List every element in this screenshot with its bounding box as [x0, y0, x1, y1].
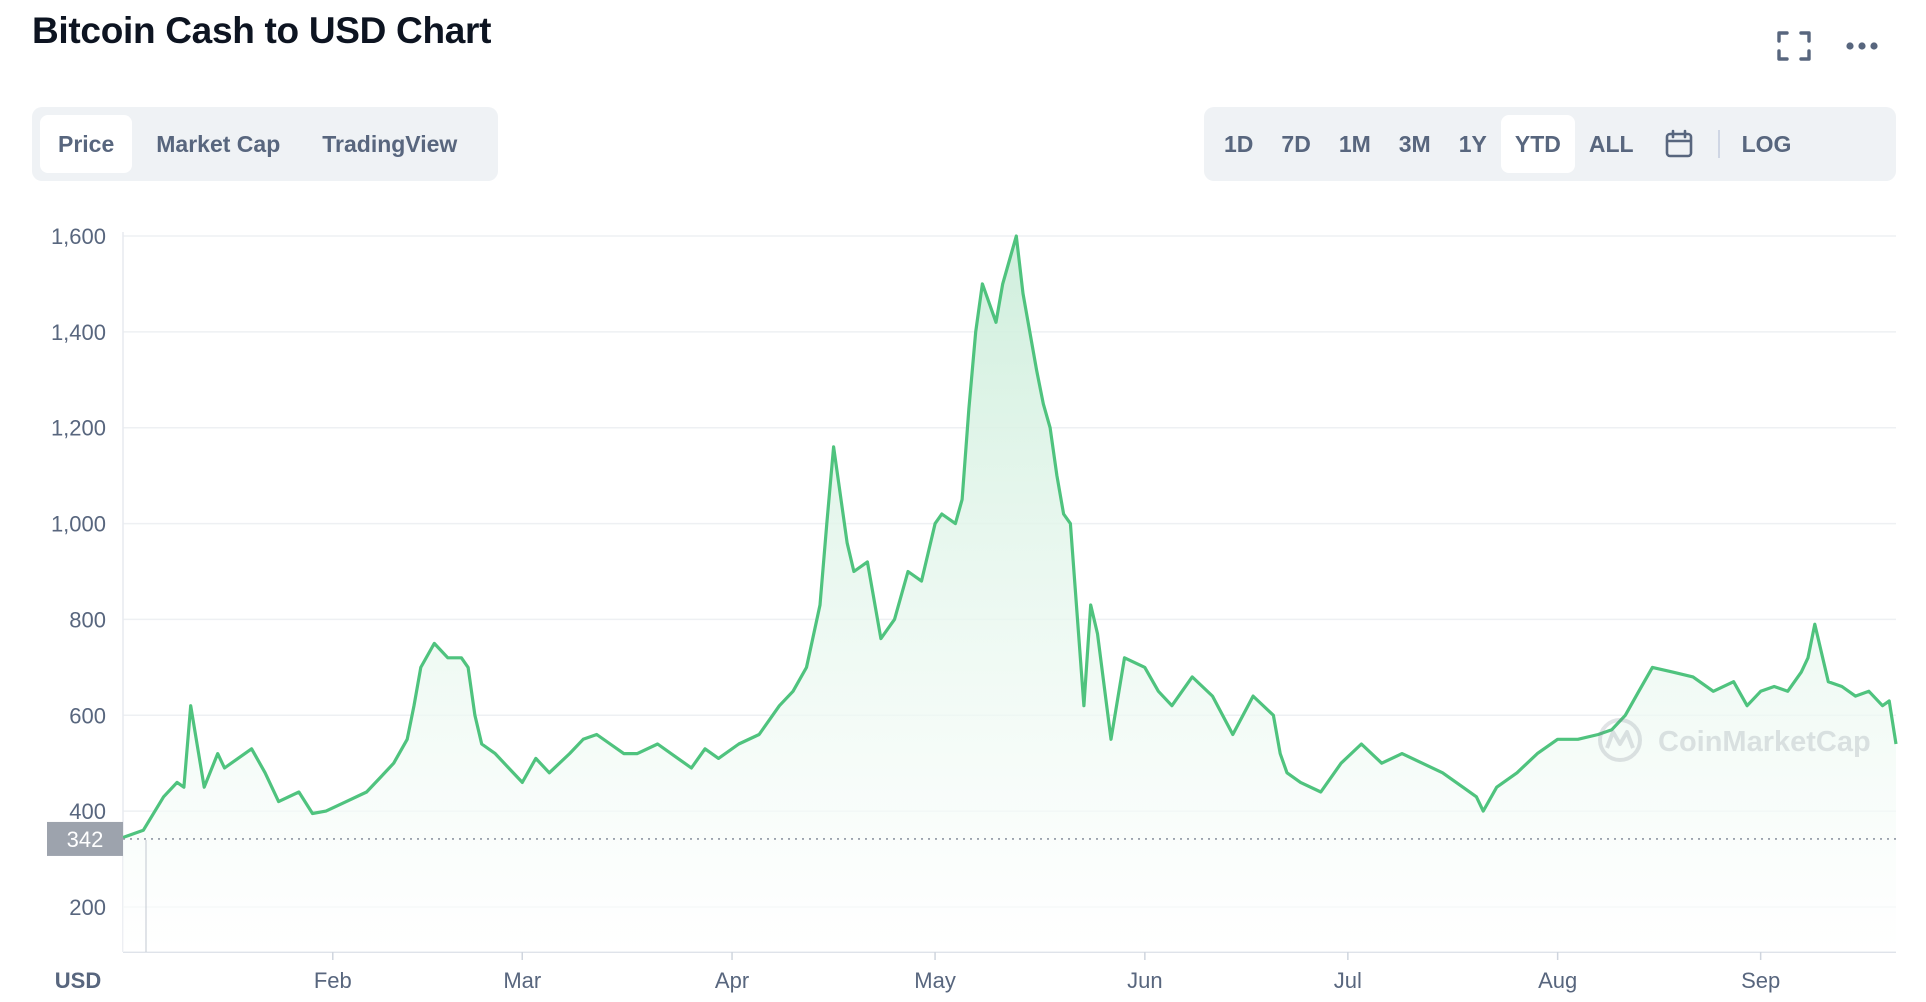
x-tick-label: Apr — [715, 968, 749, 993]
x-tick-label: Feb — [314, 968, 352, 993]
currency-label: USD — [55, 968, 101, 993]
fullscreen-icon — [1777, 31, 1811, 61]
page-title: Bitcoin Cash to USD Chart — [32, 10, 492, 51]
y-tick-label: 600 — [69, 703, 106, 728]
watermark-text: CoinMarketCap — [1658, 726, 1871, 758]
tab-price[interactable]: Price — [40, 115, 133, 173]
y-tick-label: 1,000 — [51, 512, 106, 537]
x-tick-label: Jun — [1127, 968, 1162, 993]
range-1m[interactable]: 1M — [1338, 130, 1371, 157]
reference-badge-label: 342 — [67, 827, 104, 852]
fullscreen-button[interactable] — [1770, 22, 1818, 70]
price-line — [122, 234, 1898, 840]
x-tick-label: Sep — [1741, 968, 1780, 993]
range-7d[interactable]: 7D — [1281, 130, 1311, 157]
calendar-button[interactable] — [1648, 115, 1710, 173]
y-tick-label: 1,600 — [51, 224, 106, 249]
more-options-button[interactable] — [1838, 22, 1886, 70]
y-tick-label: 1,200 — [51, 416, 106, 441]
range-3m[interactable]: 3M — [1398, 130, 1431, 157]
coinmarketcap-logo-icon — [1598, 718, 1642, 762]
y-tick-label: 1,400 — [51, 320, 106, 345]
price-area — [123, 236, 1896, 952]
reference-badge: 342 — [47, 821, 123, 856]
y-tick-label: 800 — [69, 607, 106, 632]
chart-type-tabs: Price Market Cap TradingView — [32, 107, 498, 181]
log-scale-toggle[interactable]: LOG — [1741, 130, 1792, 157]
watermark: CoinMarketCap — [1598, 718, 1871, 762]
calendar-icon — [1665, 129, 1692, 158]
time-range-selector: 1D 7D 1M 3M 1Y YTD ALL LOG — [1204, 107, 1896, 181]
tab-tradingview[interactable]: TradingView — [322, 130, 458, 157]
range-divider — [1717, 130, 1720, 158]
tab-market-cap[interactable]: Market Cap — [156, 130, 281, 157]
x-tick-label: Mar — [503, 968, 541, 993]
x-tick-label: Jul — [1334, 968, 1362, 993]
range-1d[interactable]: 1D — [1224, 130, 1254, 157]
range-all[interactable]: ALL — [1588, 130, 1634, 157]
more-icon — [1846, 42, 1878, 50]
range-ytd[interactable]: YTD — [1500, 115, 1575, 173]
range-1y[interactable]: 1Y — [1458, 130, 1487, 157]
x-tick-label: Aug — [1538, 968, 1577, 993]
x-tick-label: May — [914, 968, 956, 993]
y-tick-label: 200 — [69, 895, 106, 920]
y-tick-label: 400 — [69, 799, 106, 824]
